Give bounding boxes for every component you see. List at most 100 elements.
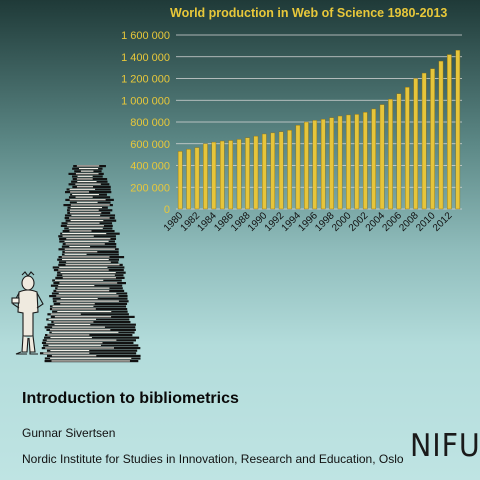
paper-edge	[66, 238, 111, 240]
paper-edge	[66, 225, 104, 227]
bar-1988	[245, 137, 250, 210]
paper-edge	[54, 279, 104, 281]
paper-edge	[54, 316, 112, 318]
paper-edge	[71, 214, 101, 216]
paper-edge	[50, 337, 92, 339]
chart-title: World production in Web of Science 1980-…	[170, 6, 448, 20]
paper-edge	[45, 347, 114, 349]
bar-chart: 0 200 000 400 000 600 000 800 000 1 000 000 1 …	[121, 30, 462, 234]
bar-2010	[430, 68, 435, 210]
paper-edge	[52, 326, 105, 328]
paper-edge	[64, 248, 115, 250]
paper-edge	[69, 209, 99, 211]
paper-edge	[70, 191, 90, 193]
y-tick-label: 0	[164, 204, 170, 216]
paper-edge	[61, 256, 110, 258]
paper-edge	[68, 227, 103, 229]
paper-edge	[67, 222, 100, 224]
paper-edge	[62, 259, 109, 261]
paper-edge	[58, 285, 95, 287]
bar-1991	[270, 132, 276, 210]
paper-sheet	[61, 253, 119, 256]
paper-edge	[54, 324, 91, 326]
bar-1992	[278, 131, 284, 210]
bar-2012	[447, 54, 452, 210]
paper-edge	[57, 287, 110, 289]
paper-edge	[72, 194, 99, 196]
paper-edge	[69, 199, 106, 201]
paper-edge	[76, 165, 100, 167]
paper-edge	[51, 355, 97, 357]
bar-2004	[379, 104, 385, 210]
paper-edge	[56, 300, 119, 302]
paper-edge	[48, 344, 101, 346]
bar-1987	[236, 139, 242, 210]
paper-edge	[43, 352, 90, 354]
bar-1985	[219, 140, 225, 210]
paper-edge	[62, 235, 94, 237]
paper-edge	[46, 339, 117, 341]
bar-1981	[186, 148, 191, 210]
bar-2011	[438, 60, 444, 210]
paper-edge	[77, 175, 93, 177]
bars	[177, 50, 461, 210]
bar-1994	[295, 125, 301, 210]
bar-1982	[194, 147, 200, 210]
bar-1999	[337, 115, 343, 210]
paper-edge	[62, 233, 107, 235]
y-tick-label: 400 000	[130, 161, 170, 173]
person-figure	[11, 271, 44, 355]
y-tick-label: 600 000	[130, 139, 170, 151]
paper-edge	[50, 329, 111, 331]
paper-edge	[50, 313, 81, 315]
paper-edge	[79, 168, 99, 170]
y-axis-ticks: 0 200 000 400 000 600 000 800 000 1 000 000 1 …	[121, 30, 170, 216]
paper-edge	[75, 196, 93, 198]
y-tick-label: 1 600 000	[121, 30, 170, 42]
bar-2002	[362, 112, 368, 210]
paper-edge	[60, 272, 116, 274]
paper-edge	[76, 178, 93, 180]
paper-edge	[58, 292, 117, 294]
paper-edge	[69, 188, 96, 190]
bar-2007	[405, 86, 410, 210]
y-tick-label: 1 000 000	[121, 95, 170, 107]
paper-stack	[39, 165, 141, 363]
paper-edge	[80, 170, 94, 172]
paper-edge	[59, 266, 108, 268]
paper-edge	[62, 274, 115, 276]
paper-edge	[50, 357, 132, 359]
paper-edge	[60, 303, 95, 305]
paper-sheet	[47, 313, 129, 316]
presentation-title: Introduction to bibliometrics	[22, 390, 239, 407]
paper-edge	[69, 217, 110, 219]
paper-edge	[64, 251, 98, 253]
paper-edge	[47, 334, 90, 336]
paper-edge	[64, 253, 87, 255]
bar-1983	[203, 143, 208, 210]
paper-edge	[56, 295, 119, 297]
paper-edge	[70, 204, 110, 206]
bar-1998	[329, 117, 334, 210]
bar-1986	[228, 140, 233, 210]
paper-edge	[51, 360, 130, 362]
paper-edge	[65, 243, 105, 245]
paper-edge	[52, 305, 94, 307]
bar-1997	[320, 119, 326, 210]
paper-edge	[57, 311, 112, 313]
paper-edge	[58, 269, 109, 271]
bar-1996	[312, 120, 318, 210]
paper-edge	[69, 230, 92, 232]
paper-edge	[64, 240, 109, 242]
author-name: Gunnar Sivertsen	[22, 426, 116, 440]
paper-edge	[56, 290, 110, 292]
y-tick-label: 1 400 000	[121, 52, 170, 64]
bar-1990	[262, 133, 267, 210]
nifu-logo: NIFU	[410, 428, 480, 464]
paper-edge	[66, 261, 111, 263]
bar-2003	[371, 108, 376, 210]
paper-edge	[59, 282, 118, 284]
paper-edge	[65, 264, 120, 266]
paper-edge	[48, 318, 97, 320]
